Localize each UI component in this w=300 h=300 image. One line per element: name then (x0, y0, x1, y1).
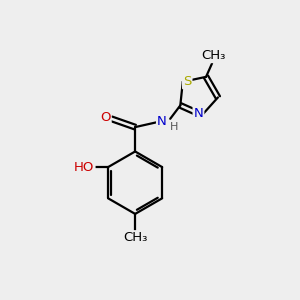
Text: O: O (100, 111, 111, 124)
Text: H: H (170, 122, 178, 132)
Text: N: N (194, 107, 203, 120)
Text: CH₃: CH₃ (123, 231, 147, 244)
Text: HO: HO (74, 160, 94, 174)
Text: S: S (183, 75, 191, 88)
Text: CH₃: CH₃ (202, 49, 226, 62)
Text: N: N (157, 115, 167, 128)
